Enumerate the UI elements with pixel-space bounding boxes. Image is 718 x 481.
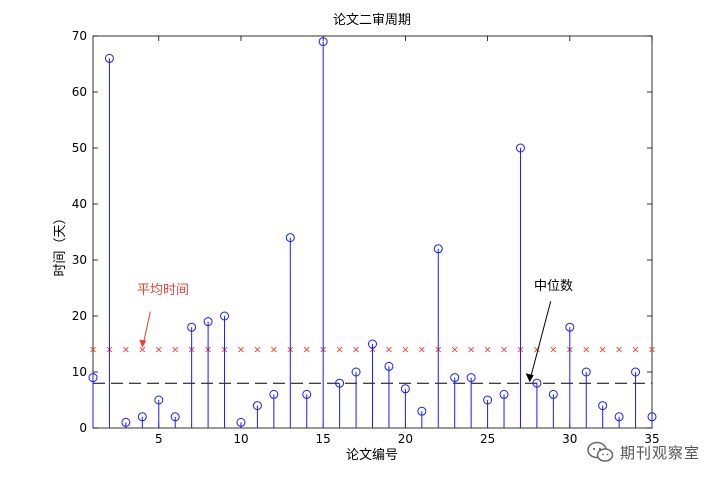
y-tick-label: 20 <box>72 309 87 323</box>
x-tick-label: 20 <box>398 432 413 446</box>
median-annotation-label: 中位数 <box>534 279 573 294</box>
stem-marker <box>154 395 164 405</box>
mean-marker <box>123 346 129 353</box>
wechat-icon <box>587 441 614 462</box>
stem-marker <box>581 367 591 377</box>
mean-marker <box>402 346 409 353</box>
stem-marker <box>252 401 262 411</box>
stem-marker <box>548 389 558 399</box>
mean-marker <box>632 346 639 353</box>
median-arrow <box>530 301 552 378</box>
mean-marker <box>451 346 458 353</box>
plot-area: 0 10 20 30 40 50 60 70 5 10 15 20 25 30 35 <box>72 29 660 446</box>
stem-marker <box>565 322 575 332</box>
mean-annotation-label: 平均时间 <box>137 283 189 298</box>
mean-marker <box>599 346 606 353</box>
mean-marker <box>353 346 359 353</box>
x-tick-label: 10 <box>233 432 248 446</box>
stem-marker <box>417 406 427 416</box>
y-tick-label: 60 <box>72 85 87 99</box>
stem-marker <box>104 53 114 63</box>
mean-marker <box>468 346 474 353</box>
stem-marker <box>220 311 230 321</box>
mean-marker <box>336 346 343 353</box>
stem-marker <box>285 233 295 243</box>
stem-marker <box>187 322 197 332</box>
stem-marker <box>532 378 542 388</box>
stem-marker <box>203 317 213 327</box>
stem-marker <box>236 417 246 427</box>
stem-marker <box>647 412 657 422</box>
y-tick-label: 70 <box>72 29 87 43</box>
stem-marker <box>631 367 641 377</box>
mean-marker <box>271 346 277 353</box>
stem-marker <box>483 395 493 405</box>
mean-arrowhead <box>139 339 147 348</box>
mean-marker <box>90 346 96 353</box>
x-tick-label: 5 <box>155 432 163 446</box>
mean-marker <box>583 346 590 353</box>
mean-marker <box>254 346 261 353</box>
median-arrowhead <box>525 373 534 383</box>
stem-marker <box>121 417 131 427</box>
stem-marker <box>335 378 345 388</box>
x-tick-label: 30 <box>562 432 577 446</box>
stem-marker <box>302 389 312 399</box>
stem-marker <box>170 412 180 422</box>
watermark-text: 期刊观察室 <box>619 443 700 462</box>
stem-marker <box>466 373 476 383</box>
mean-marker <box>238 346 244 353</box>
stem-marker <box>269 389 279 399</box>
mean-marker <box>172 346 179 353</box>
x-tick-label: 15 <box>316 432 331 446</box>
y-tick-label: 0 <box>79 421 87 435</box>
mean-marker <box>484 346 491 353</box>
y-axis-label: 时间（天） <box>53 211 68 276</box>
stem-marker <box>88 373 98 383</box>
stem-marker <box>499 389 509 399</box>
stem-marker <box>400 384 410 394</box>
y-tick-label: 50 <box>72 141 87 155</box>
mean-marker <box>303 346 310 353</box>
y-tick-label: 40 <box>72 197 87 211</box>
stem-marker <box>598 401 608 411</box>
stem-marker <box>614 412 624 422</box>
stem-marker <box>433 244 443 254</box>
mean-marker <box>419 346 425 353</box>
y-tick-label: 30 <box>72 253 87 267</box>
stem-marker <box>515 143 525 153</box>
x-axis-label: 论文编号 <box>346 448 398 463</box>
mean-marker <box>155 346 162 353</box>
mean-marker <box>649 346 655 353</box>
mean-marker <box>550 346 557 353</box>
mean-marker <box>386 346 392 353</box>
mean-marker <box>616 346 622 353</box>
stem-marker <box>318 37 328 47</box>
stem-marker <box>137 412 147 422</box>
watermark: 期刊观察室 <box>586 441 700 463</box>
chart-title: 论文二审周期 <box>333 13 411 28</box>
stem-marker <box>450 373 460 383</box>
stem-marker <box>384 361 394 371</box>
stem-marker <box>368 339 377 349</box>
x-tick-label: 35 <box>644 432 659 446</box>
mean-marker <box>501 346 507 353</box>
x-tick-label: 25 <box>480 432 495 446</box>
y-tick-label: 10 <box>72 365 87 379</box>
mean-marker <box>139 346 146 353</box>
stem-marker <box>351 367 361 377</box>
mean-arrow <box>142 311 151 344</box>
